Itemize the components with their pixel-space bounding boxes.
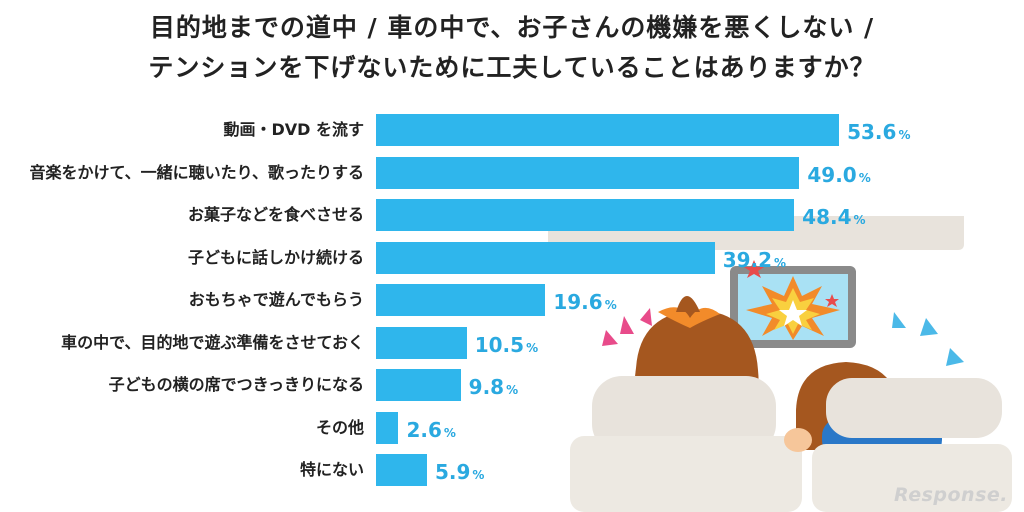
- bar: [376, 156, 800, 189]
- bar: [376, 326, 467, 359]
- bar: [376, 241, 715, 274]
- bar: [376, 199, 795, 231]
- watermark: Response.: [894, 484, 1008, 506]
- value-number: 5.9: [434, 460, 471, 484]
- value-unit: %: [858, 170, 871, 185]
- category-label: その他: [315, 417, 364, 437]
- category-label: 特にない: [299, 460, 364, 479]
- children-in-car-watching-screen-illustration: [548, 216, 1012, 512]
- bar: [376, 454, 427, 486]
- value-number: 49.0: [807, 162, 857, 187]
- category-label: お菓子などを食べさせる: [187, 205, 364, 224]
- value-number: 10.5: [474, 332, 525, 357]
- value-number: 39.2: [722, 247, 773, 272]
- bar: [376, 114, 840, 146]
- value-label: 39.2%: [723, 248, 786, 275]
- chart-title-line-2: テンションを下げないために工夫していることはありますか？: [148, 53, 876, 82]
- value-unit: %: [853, 213, 866, 227]
- value-number: 2.6: [406, 417, 442, 442]
- category-label: おもちゃで遊んでもらう: [188, 290, 364, 309]
- value-number: 48.4: [802, 205, 852, 229]
- value-label: 49.0%: [807, 163, 870, 190]
- category-label: 子どもに話しかけ続ける: [187, 247, 364, 267]
- value-number: 9.8: [468, 375, 505, 399]
- value-unit: %: [472, 468, 485, 482]
- value-unit: %: [604, 298, 617, 312]
- explosion-star-icon: [746, 276, 840, 340]
- value-unit: %: [506, 383, 519, 397]
- bar: [376, 411, 399, 444]
- chart-title-line-1: 目的地までの道中 / 車の中で、お子さんの機嫌を悪くしない /: [149, 13, 875, 42]
- category-label: 動画・DVD を流す: [223, 120, 364, 139]
- value-label: 10.5%: [475, 333, 538, 360]
- category-label: 子どもの横の席でつきっきりになる: [108, 375, 364, 394]
- value-unit: %: [898, 128, 911, 142]
- value-unit: %: [526, 340, 539, 355]
- bar: [376, 284, 546, 316]
- bar: [376, 369, 461, 401]
- value-label: 48.4%: [802, 205, 865, 232]
- value-label: 53.6%: [847, 120, 910, 147]
- value-unit: %: [774, 255, 787, 270]
- category-label: 車の中で、目的地で遊ぶ準備をさせておく: [61, 332, 364, 352]
- value-label: 19.6%: [553, 290, 616, 317]
- value-number: 53.6: [847, 120, 897, 144]
- value-unit: %: [443, 425, 456, 440]
- value-number: 19.6: [553, 290, 603, 314]
- value-label: 2.6%: [406, 418, 455, 445]
- value-label: 5.9%: [435, 460, 484, 487]
- value-label: 9.8%: [469, 375, 518, 402]
- category-label: 音楽をかけて、一緒に聴いたり、歌ったりする: [29, 162, 364, 182]
